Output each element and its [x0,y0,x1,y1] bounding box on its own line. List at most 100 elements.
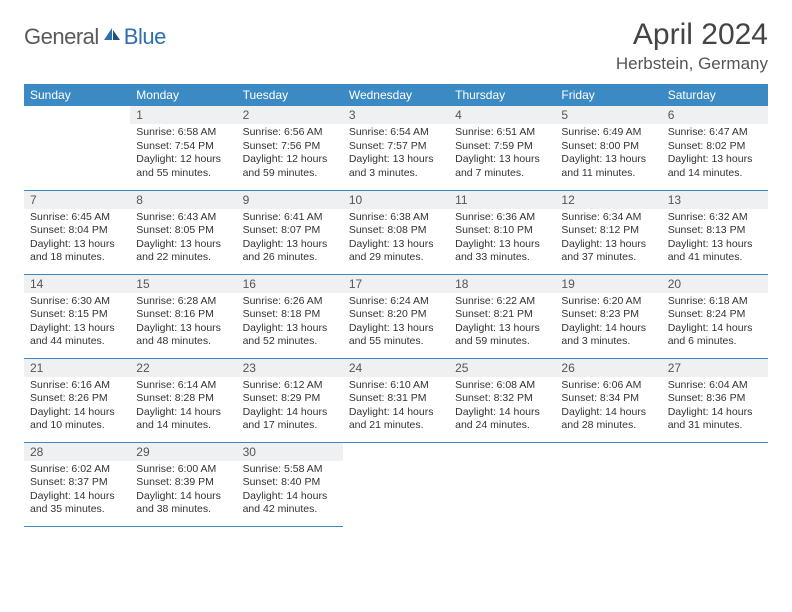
sunset-text: Sunset: 8:16 PM [136,308,230,322]
daylight-line2: and 35 minutes. [30,503,124,517]
daylight-line1: Daylight: 13 hours [243,322,337,336]
calendar-cell: 5Sunrise: 6:49 AMSunset: 8:00 PMDaylight… [555,106,661,190]
cell-body: Sunrise: 6:58 AMSunset: 7:54 PMDaylight:… [130,124,236,185]
sunset-text: Sunset: 8:18 PM [243,308,337,322]
day-number: 1 [130,106,236,124]
sunset-text: Sunset: 8:10 PM [455,224,549,238]
location-label: Herbstein, Germany [616,54,768,74]
daylight-line1: Daylight: 13 hours [30,322,124,336]
weekday-header: Sunday [24,84,130,106]
day-number [449,443,555,461]
daylight-line1: Daylight: 14 hours [136,406,230,420]
daylight-line1: Daylight: 14 hours [243,490,337,504]
sunset-text: Sunset: 8:28 PM [136,392,230,406]
cell-body: Sunrise: 6:45 AMSunset: 8:04 PMDaylight:… [24,209,130,270]
calendar-cell: 23Sunrise: 6:12 AMSunset: 8:29 PMDayligh… [237,358,343,442]
sunset-text: Sunset: 8:36 PM [668,392,762,406]
calendar-cell: 30Sunrise: 5:58 AMSunset: 8:40 PMDayligh… [237,442,343,526]
day-number: 22 [130,359,236,377]
daylight-line2: and 31 minutes. [668,419,762,433]
weekday-header-row: SundayMondayTuesdayWednesdayThursdayFrid… [24,84,768,106]
cell-body: Sunrise: 6:18 AMSunset: 8:24 PMDaylight:… [662,293,768,354]
sunset-text: Sunset: 8:40 PM [243,476,337,490]
calendar-cell: 13Sunrise: 6:32 AMSunset: 8:13 PMDayligh… [662,190,768,274]
calendar-cell [24,106,130,190]
cell-body: Sunrise: 6:41 AMSunset: 8:07 PMDaylight:… [237,209,343,270]
daylight-line2: and 17 minutes. [243,419,337,433]
daylight-line1: Daylight: 13 hours [349,322,443,336]
sunrise-text: Sunrise: 6:41 AM [243,211,337,225]
calendar-cell: 18Sunrise: 6:22 AMSunset: 8:21 PMDayligh… [449,274,555,358]
sunset-text: Sunset: 8:26 PM [30,392,124,406]
daylight-line2: and 55 minutes. [349,335,443,349]
sunrise-text: Sunrise: 6:51 AM [455,126,549,140]
daylight-line2: and 59 minutes. [243,167,337,181]
day-number [24,106,130,124]
sunset-text: Sunset: 7:57 PM [349,140,443,154]
day-number: 27 [662,359,768,377]
cell-body: Sunrise: 6:36 AMSunset: 8:10 PMDaylight:… [449,209,555,270]
daylight-line1: Daylight: 13 hours [561,153,655,167]
sunrise-text: Sunrise: 6:32 AM [668,211,762,225]
sunset-text: Sunset: 8:04 PM [30,224,124,238]
daylight-line1: Daylight: 14 hours [561,322,655,336]
calendar-cell: 24Sunrise: 6:10 AMSunset: 8:31 PMDayligh… [343,358,449,442]
daylight-line1: Daylight: 13 hours [561,238,655,252]
sunrise-text: Sunrise: 6:38 AM [349,211,443,225]
cell-body: Sunrise: 6:28 AMSunset: 8:16 PMDaylight:… [130,293,236,354]
daylight-line2: and 21 minutes. [349,419,443,433]
calendar-cell: 16Sunrise: 6:26 AMSunset: 8:18 PMDayligh… [237,274,343,358]
daylight-line1: Daylight: 14 hours [136,490,230,504]
cell-body: Sunrise: 5:58 AMSunset: 8:40 PMDaylight:… [237,461,343,522]
daylight-line2: and 10 minutes. [30,419,124,433]
daylight-line2: and 55 minutes. [136,167,230,181]
sunset-text: Sunset: 8:31 PM [349,392,443,406]
daylight-line1: Daylight: 13 hours [455,322,549,336]
calendar-cell: 4Sunrise: 6:51 AMSunset: 7:59 PMDaylight… [449,106,555,190]
sunset-text: Sunset: 8:23 PM [561,308,655,322]
calendar-row: 21Sunrise: 6:16 AMSunset: 8:26 PMDayligh… [24,358,768,442]
calendar-cell: 20Sunrise: 6:18 AMSunset: 8:24 PMDayligh… [662,274,768,358]
sunset-text: Sunset: 8:15 PM [30,308,124,322]
calendar-cell: 25Sunrise: 6:08 AMSunset: 8:32 PMDayligh… [449,358,555,442]
calendar-cell [449,442,555,526]
daylight-line2: and 26 minutes. [243,251,337,265]
cell-body: Sunrise: 6:02 AMSunset: 8:37 PMDaylight:… [24,461,130,522]
sunset-text: Sunset: 8:12 PM [561,224,655,238]
daylight-line2: and 11 minutes. [561,167,655,181]
day-number [662,443,768,461]
daylight-line1: Daylight: 14 hours [349,406,443,420]
day-number: 19 [555,275,661,293]
cell-body: Sunrise: 6:08 AMSunset: 8:32 PMDaylight:… [449,377,555,438]
sunset-text: Sunset: 8:39 PM [136,476,230,490]
day-number: 11 [449,191,555,209]
daylight-line1: Daylight: 13 hours [455,238,549,252]
day-number: 20 [662,275,768,293]
cell-body: Sunrise: 6:20 AMSunset: 8:23 PMDaylight:… [555,293,661,354]
sunrise-text: Sunrise: 6:49 AM [561,126,655,140]
calendar-cell: 21Sunrise: 6:16 AMSunset: 8:26 PMDayligh… [24,358,130,442]
daylight-line2: and 38 minutes. [136,503,230,517]
day-number: 17 [343,275,449,293]
day-number: 24 [343,359,449,377]
sunrise-text: Sunrise: 6:56 AM [243,126,337,140]
day-number: 29 [130,443,236,461]
daylight-line2: and 6 minutes. [668,335,762,349]
sunset-text: Sunset: 8:05 PM [136,224,230,238]
weekday-header: Thursday [449,84,555,106]
brand-logo: General Blue [24,18,166,50]
daylight-line1: Daylight: 14 hours [561,406,655,420]
daylight-line1: Daylight: 14 hours [668,406,762,420]
daylight-line2: and 22 minutes. [136,251,230,265]
brand-part1: General [24,24,99,50]
daylight-line2: and 37 minutes. [561,251,655,265]
sunrise-text: Sunrise: 6:30 AM [30,295,124,309]
title-block: April 2024 Herbstein, Germany [616,18,768,74]
calendar-cell: 22Sunrise: 6:14 AMSunset: 8:28 PMDayligh… [130,358,236,442]
daylight-line2: and 14 minutes. [136,419,230,433]
sunset-text: Sunset: 8:07 PM [243,224,337,238]
cell-body: Sunrise: 6:10 AMSunset: 8:31 PMDaylight:… [343,377,449,438]
daylight-line2: and 18 minutes. [30,251,124,265]
daylight-line2: and 7 minutes. [455,167,549,181]
calendar-cell: 15Sunrise: 6:28 AMSunset: 8:16 PMDayligh… [130,274,236,358]
